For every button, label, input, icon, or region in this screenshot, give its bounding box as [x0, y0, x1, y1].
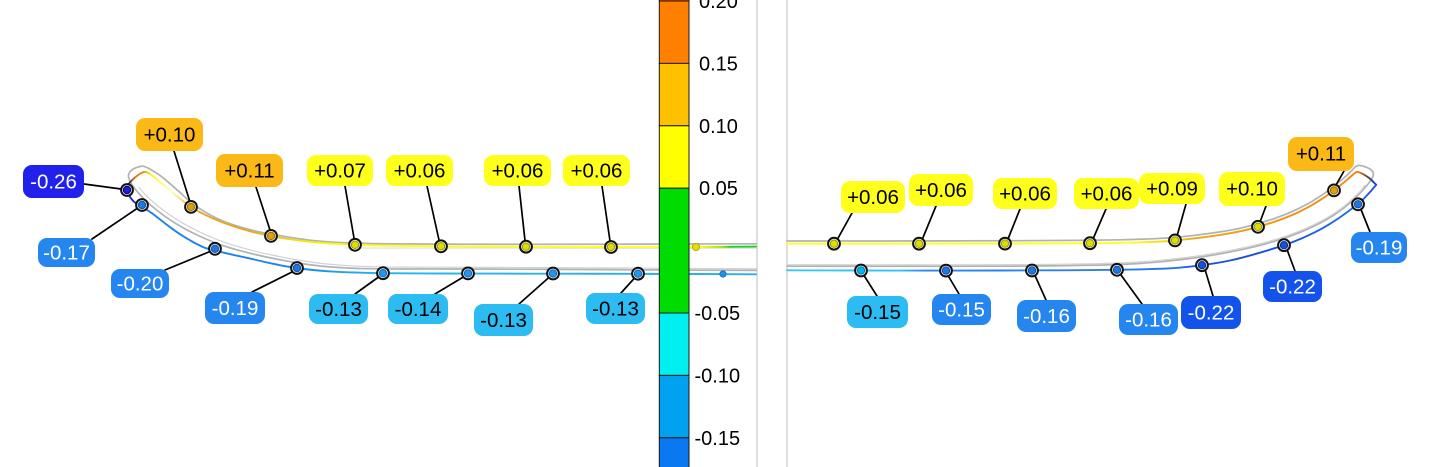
svg-text:-0.15: -0.15	[854, 301, 901, 324]
svg-text:-0.20: -0.20	[117, 273, 164, 296]
svg-text:-0.13: -0.13	[592, 298, 639, 321]
svg-text:-0.14: -0.14	[395, 298, 442, 321]
svg-text:-0.05: -0.05	[695, 303, 741, 325]
svg-text:-0.13: -0.13	[480, 309, 527, 332]
svg-text:+0.11: +0.11	[224, 160, 274, 183]
svg-text:+0.07: +0.07	[314, 160, 366, 183]
svg-text:+0.06: +0.06	[571, 160, 623, 183]
svg-text:-0.10: -0.10	[695, 365, 741, 387]
svg-text:-0.17: -0.17	[43, 242, 90, 265]
svg-text:-0.22: -0.22	[1188, 302, 1235, 325]
svg-text:-0.16: -0.16	[1023, 305, 1070, 328]
svg-text:-0.15: -0.15	[938, 299, 985, 322]
svg-text:+0.06: +0.06	[847, 186, 899, 209]
svg-text:0.15: 0.15	[699, 53, 738, 75]
svg-text:+0.06: +0.06	[394, 160, 446, 183]
svg-text:0.20: 0.20	[699, 0, 738, 13]
svg-text:0.05: 0.05	[699, 178, 738, 200]
svg-text:-0.19: -0.19	[1356, 237, 1403, 260]
svg-text:+0.06: +0.06	[999, 183, 1051, 206]
svg-text:0.10: 0.10	[699, 116, 738, 138]
svg-text:-0.19: -0.19	[212, 297, 259, 320]
svg-text:-0.13: -0.13	[315, 298, 362, 321]
svg-text:+0.11: +0.11	[1296, 143, 1346, 166]
svg-text:-0.22: -0.22	[1269, 276, 1316, 299]
svg-text:+0.06: +0.06	[1081, 183, 1133, 206]
svg-text:-0.26: -0.26	[30, 171, 77, 194]
svg-text:+0.10: +0.10	[1226, 178, 1278, 201]
svg-text:+0.10: +0.10	[144, 124, 196, 147]
svg-text:-0.15: -0.15	[695, 428, 741, 450]
svg-text:+0.06: +0.06	[915, 179, 967, 202]
svg-text:+0.06: +0.06	[492, 160, 544, 183]
svg-text:-0.16: -0.16	[1125, 309, 1172, 332]
svg-text:+0.09: +0.09	[1146, 178, 1198, 201]
